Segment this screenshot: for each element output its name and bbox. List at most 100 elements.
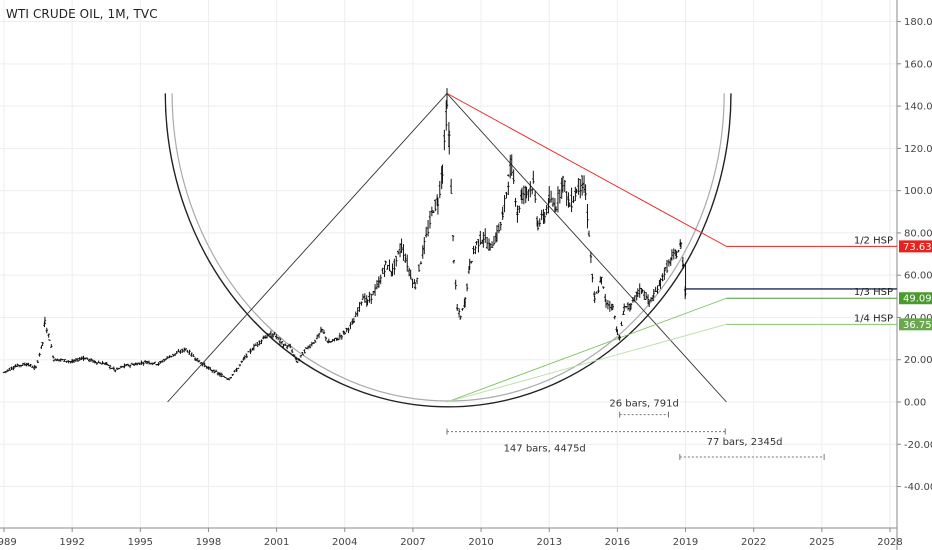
price-bar <box>529 181 532 198</box>
price-bar <box>667 259 671 267</box>
measure-label: 26 bars, 791d <box>609 399 679 410</box>
price-bar <box>231 373 234 377</box>
price-bar <box>114 369 117 373</box>
price-bar <box>445 101 448 131</box>
price-bar <box>620 321 623 326</box>
price-bar <box>616 329 619 335</box>
price-bar <box>82 355 85 360</box>
price-bar <box>199 362 203 365</box>
price-bar <box>417 264 421 272</box>
price-bar <box>611 303 615 311</box>
price-bar <box>563 179 566 192</box>
price-bar <box>623 303 626 312</box>
price-bar <box>142 361 145 366</box>
price-bar <box>222 375 225 377</box>
price-bar <box>267 333 271 336</box>
price-bar <box>415 277 419 285</box>
price-bar <box>89 358 93 362</box>
gridlines <box>0 0 897 528</box>
x-tick-label: 2025 <box>809 537 834 548</box>
price-bar <box>580 175 584 186</box>
price-bar <box>140 360 143 365</box>
x-tick-label: 2019 <box>673 537 698 548</box>
price-bar <box>643 290 646 301</box>
price-bar <box>97 360 100 364</box>
price-bar <box>327 338 331 344</box>
price-bar <box>477 239 480 253</box>
price-bar <box>128 364 132 369</box>
price-bar <box>103 362 106 365</box>
x-tick-label: 2004 <box>332 537 357 548</box>
price-bar <box>4 370 8 374</box>
price-bar <box>512 169 515 184</box>
price-bar <box>269 330 273 338</box>
price-bar <box>149 362 153 365</box>
price-bar <box>516 205 519 215</box>
price-bar <box>186 350 189 353</box>
price-bar <box>659 278 662 289</box>
y-tick-label: 120.00 <box>904 144 932 155</box>
price-bar <box>27 362 30 367</box>
price-bar <box>172 353 175 357</box>
hsp-level-label: 1/2 HSP <box>854 235 893 246</box>
price-bar <box>449 178 453 194</box>
price-bar <box>561 175 565 193</box>
price-bar <box>600 276 603 285</box>
y-tick-label: -40.00 <box>904 482 932 493</box>
price-bar <box>101 360 104 365</box>
y-tick-label: 60.00 <box>904 271 932 282</box>
price-bar <box>677 249 680 253</box>
price-bar <box>252 343 256 351</box>
price-bar <box>574 186 577 201</box>
price-bar <box>175 351 178 355</box>
price-bars <box>2 88 687 381</box>
x-tick-label: 1995 <box>128 537 153 548</box>
price-tag-bg <box>899 240 932 253</box>
price-bar <box>29 363 32 367</box>
x-tick-label: 2013 <box>537 537 562 548</box>
price-bar <box>216 371 220 376</box>
price-bar <box>159 360 162 364</box>
price-bar <box>377 277 381 288</box>
price-bar <box>534 190 537 203</box>
price-bar <box>618 335 621 341</box>
price-bar <box>308 344 312 349</box>
price-bar <box>532 170 535 184</box>
price-tag-text: 49.09 <box>903 294 932 305</box>
price-bar <box>179 349 182 354</box>
price-bar <box>170 355 173 358</box>
price-bar <box>249 348 252 354</box>
measure-label: 147 bars, 4475d <box>504 444 586 455</box>
y-tick-label: 100.00 <box>904 186 932 197</box>
price-bar <box>86 357 89 360</box>
price-bar <box>188 349 191 355</box>
price-bar <box>595 291 598 294</box>
price-bar <box>345 327 348 333</box>
price-bar <box>558 189 562 204</box>
price-bar <box>492 236 496 246</box>
price-bar <box>432 210 435 213</box>
price-bar <box>370 293 373 305</box>
price-bar <box>629 302 633 310</box>
price-bar <box>271 333 275 339</box>
price-bar <box>41 342 44 346</box>
price-bar <box>608 300 612 312</box>
price-bar <box>262 335 265 340</box>
price-bar <box>497 223 501 234</box>
price-bar <box>434 199 437 212</box>
y-tick-label: 180.00 <box>904 17 932 28</box>
price-bar <box>565 191 568 206</box>
price-bar <box>134 362 137 365</box>
price-bar <box>538 218 541 227</box>
measure-annotation: 77 bars, 2345d <box>679 437 825 460</box>
price-bar <box>448 130 451 155</box>
price-bar <box>556 186 560 213</box>
price-bar <box>404 253 407 263</box>
x-tick-label: 2001 <box>264 537 289 548</box>
price-bar <box>56 358 59 362</box>
price-bar <box>121 365 125 368</box>
price-bar <box>233 370 236 373</box>
price-bar <box>593 295 596 303</box>
